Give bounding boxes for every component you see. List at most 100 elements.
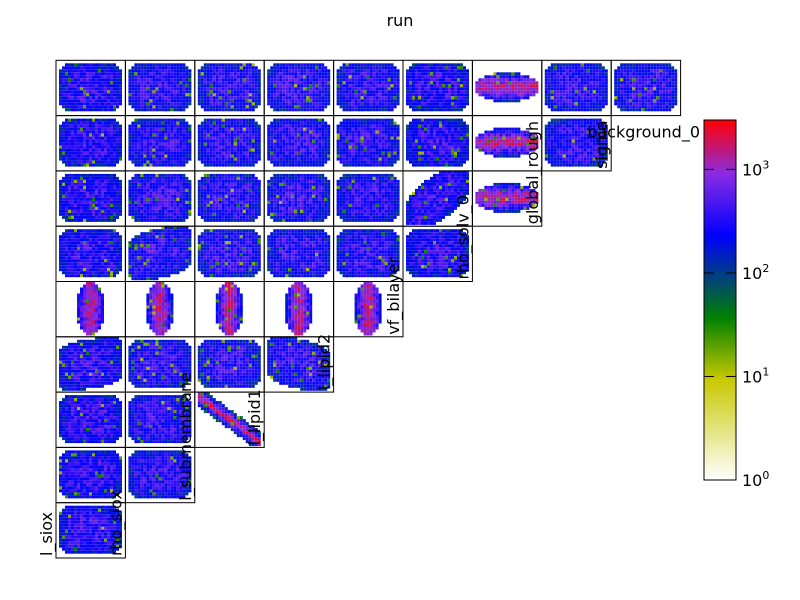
histogram-bin: [257, 235, 261, 239]
histogram-bin: [113, 235, 116, 239]
histogram-bin: [218, 253, 222, 257]
histogram-bin: [294, 372, 298, 376]
histogram-bin: [86, 538, 89, 542]
histogram-bin: [104, 348, 107, 352]
histogram-bin: [206, 247, 210, 251]
histogram-bin: [230, 342, 234, 346]
histogram-bin: [131, 363, 135, 367]
histogram-bin: [248, 256, 252, 260]
histogram-bin: [206, 407, 210, 411]
histogram-bin: [279, 357, 283, 361]
histogram-bin: [179, 465, 183, 469]
histogram-bin: [282, 238, 286, 242]
histogram-bin: [173, 434, 177, 438]
histogram-bin: [152, 369, 156, 373]
histogram-bin: [158, 381, 162, 385]
histogram-bin: [224, 262, 228, 266]
histogram-bin: [182, 431, 186, 435]
histogram-bin: [68, 419, 71, 423]
histogram-bin: [300, 284, 304, 288]
histogram-bin: [59, 351, 62, 355]
histogram-bin: [146, 450, 150, 454]
histogram-bin: [354, 293, 358, 297]
histogram-bin: [137, 268, 141, 272]
histogram-bin: [303, 329, 307, 333]
histogram-bin: [257, 443, 261, 447]
histogram-bin: [143, 369, 147, 373]
histogram-bin: [137, 235, 141, 239]
histogram-bin: [327, 378, 331, 382]
histogram-bin: [224, 271, 228, 275]
histogram-bin: [360, 296, 364, 300]
histogram-bin: [354, 299, 358, 303]
histogram-bin: [134, 422, 138, 426]
histogram-bin: [74, 434, 77, 438]
histogram-bin: [101, 404, 104, 408]
histogram-bin: [230, 293, 234, 297]
histogram-bin: [230, 345, 234, 349]
histogram-bin: [140, 262, 144, 266]
histogram-bin: [104, 480, 107, 484]
histogram-bin: [86, 410, 89, 414]
histogram-bin: [158, 262, 162, 266]
histogram-bin: [224, 302, 228, 306]
histogram-bin: [321, 360, 325, 364]
histogram-bin: [89, 357, 92, 361]
histogram-bin: [68, 348, 71, 352]
histogram-bin: [161, 247, 165, 251]
histogram-bin: [363, 293, 367, 297]
histogram-bin: [276, 339, 280, 343]
histogram-bin: [288, 345, 292, 349]
histogram-bin: [257, 360, 261, 364]
histogram-bin: [369, 287, 373, 291]
histogram-bin: [143, 477, 147, 481]
histogram-bin: [167, 293, 171, 297]
histogram-bin: [164, 274, 168, 278]
histogram-bin: [185, 477, 189, 481]
histogram-bin: [74, 235, 77, 239]
histogram-bin: [107, 407, 110, 411]
histogram-bin: [239, 296, 243, 300]
histogram-bin: [294, 366, 298, 370]
histogram-bin: [104, 505, 107, 509]
histogram-bin: [143, 351, 147, 355]
histogram-bin: [146, 253, 150, 257]
histogram-bin: [197, 398, 201, 402]
histogram-bin: [83, 437, 86, 441]
histogram-bin: [245, 271, 249, 275]
histogram-bin: [188, 250, 192, 254]
histogram-bin: [297, 232, 301, 236]
histogram-bin: [230, 305, 234, 309]
histogram-bin: [95, 348, 98, 352]
histogram-bin: [113, 244, 116, 248]
histogram-bin: [98, 416, 101, 420]
histogram-bin: [134, 265, 138, 269]
histogram-bin: [182, 462, 186, 466]
histogram-bin: [158, 477, 162, 481]
histogram-bin: [104, 544, 107, 548]
histogram-bin: [143, 268, 147, 272]
histogram-bin: [291, 241, 295, 245]
histogram-bin: [176, 480, 180, 484]
histogram-bin: [321, 241, 325, 245]
histogram-bin: [95, 440, 98, 444]
histogram-bin: [86, 541, 89, 545]
histogram-bin: [146, 395, 150, 399]
histogram-bin: [167, 287, 171, 291]
histogram-bin: [92, 332, 95, 336]
histogram-bin: [95, 259, 98, 263]
histogram-bin: [161, 495, 165, 499]
histogram-bin: [65, 372, 68, 376]
histogram-bin: [188, 256, 192, 260]
histogram-bin: [167, 357, 171, 361]
histogram-bin: [170, 384, 174, 388]
histogram-bin: [107, 348, 110, 352]
histogram-bin: [176, 395, 180, 399]
histogram-bin: [134, 372, 138, 376]
histogram-bin: [134, 489, 138, 493]
histogram-bin: [233, 299, 237, 303]
histogram-bin: [98, 320, 101, 324]
histogram-bin: [59, 517, 62, 521]
histogram-bin: [170, 471, 174, 475]
histogram-bin: [83, 520, 86, 524]
